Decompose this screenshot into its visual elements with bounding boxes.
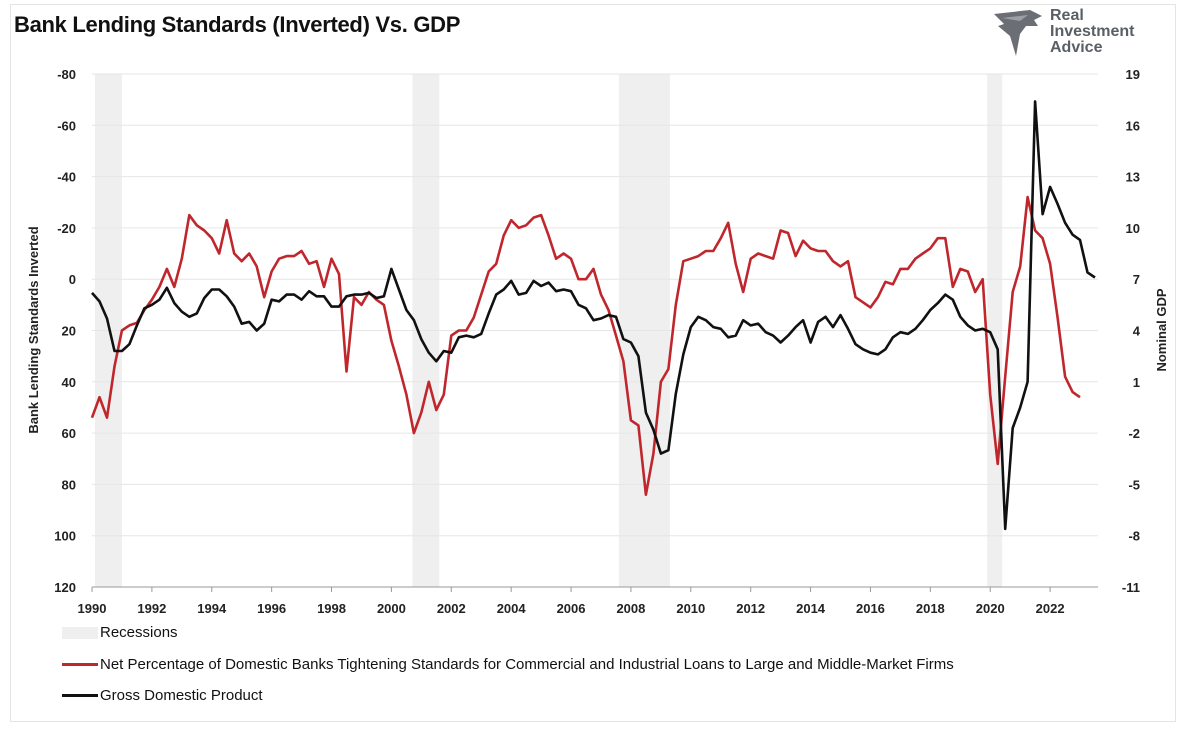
x-tick-label: 2000 [377, 601, 406, 616]
series-line-gdp [91, 100, 1096, 531]
right-tick-label: 1 [1133, 375, 1140, 390]
right-tick-label: 4 [1133, 324, 1141, 339]
chart-title: Bank Lending Standards (Inverted) Vs. GD… [14, 12, 461, 37]
brand-logo-text: Real Investment Advice [1050, 7, 1135, 56]
left-tick-label: 0 [69, 272, 76, 287]
left-tick-label: -60 [57, 118, 76, 133]
left-tick-label: -80 [57, 67, 76, 82]
left-tick-label: 20 [62, 324, 76, 339]
right-tick-label: 19 [1126, 67, 1140, 82]
legend-label-recessions: Recessions [100, 624, 178, 641]
brand-logo: Real Investment Advice [990, 6, 1165, 62]
legend-swatch-recessions [62, 626, 98, 639]
legend-swatch-lending [62, 663, 98, 666]
x-tick-label: 1998 [317, 601, 346, 616]
right-tick-label: -8 [1128, 529, 1140, 544]
x-tick-label: 1996 [257, 601, 286, 616]
left-tick-label: 120 [54, 580, 76, 595]
right-tick-label: -2 [1128, 426, 1140, 441]
series-line-lending [90, 195, 1081, 496]
legend-label-lending: Net Percentage of Domestic Banks Tighten… [100, 656, 954, 673]
right-axis-ticks: 19 16 13 10 7 4 1 -2 -5 -8 -11 [1122, 67, 1141, 595]
x-tick-label: 2006 [557, 601, 586, 616]
left-axis-ticks: -80 -60 -40 -20 0 20 40 60 80 100 120 [54, 67, 76, 595]
legend-item-gdp: Gross Domestic Product [62, 687, 263, 704]
x-tick-label: 2010 [676, 601, 705, 616]
left-tick-label: -40 [57, 170, 76, 185]
x-tick-label: 2004 [497, 601, 527, 616]
x-tick-label: 2002 [437, 601, 466, 616]
x-tick-label: 2014 [796, 601, 826, 616]
x-tick-label: 2018 [916, 601, 945, 616]
chart-frame [10, 4, 1176, 722]
x-tick-label: 1992 [137, 601, 166, 616]
right-axis-title: Nominal GDP [1154, 288, 1169, 371]
x-axis-ticks: 1990 1992 1994 1996 1998 2000 2002 2004 2006 2008… [78, 587, 1065, 616]
left-axis-title: Bank Lending Standards Inverted [26, 226, 41, 433]
left-tick-label: 60 [62, 426, 76, 441]
right-tick-label: -5 [1128, 477, 1140, 492]
left-tick-label: -20 [57, 221, 76, 236]
right-tick-label: 13 [1126, 170, 1140, 185]
left-tick-label: 100 [54, 529, 76, 544]
right-tick-label: 16 [1126, 118, 1140, 133]
right-tick-label: 7 [1133, 272, 1140, 287]
gridlines [92, 73, 1098, 537]
legend-label-gdp: Gross Domestic Product [100, 687, 263, 704]
x-tick-label: 1994 [197, 601, 227, 616]
x-tick-label: 2016 [856, 601, 885, 616]
right-tick-label: 10 [1126, 221, 1140, 236]
x-tick-label: 1990 [78, 601, 107, 616]
x-tick-label: 2020 [976, 601, 1005, 616]
legend-item-recessions: Recessions [62, 624, 178, 641]
right-tick-label: -11 [1122, 580, 1140, 595]
legend-item-lending: Net Percentage of Domestic Banks Tighten… [62, 656, 954, 673]
x-tick-label: 2008 [616, 601, 645, 616]
x-tick-label: 2012 [736, 601, 765, 616]
eagle-icon [994, 10, 1042, 56]
left-tick-label: 40 [62, 375, 76, 390]
x-tick-label: 2022 [1036, 601, 1065, 616]
legend-swatch-gdp [62, 694, 98, 697]
left-tick-label: 80 [62, 477, 76, 492]
